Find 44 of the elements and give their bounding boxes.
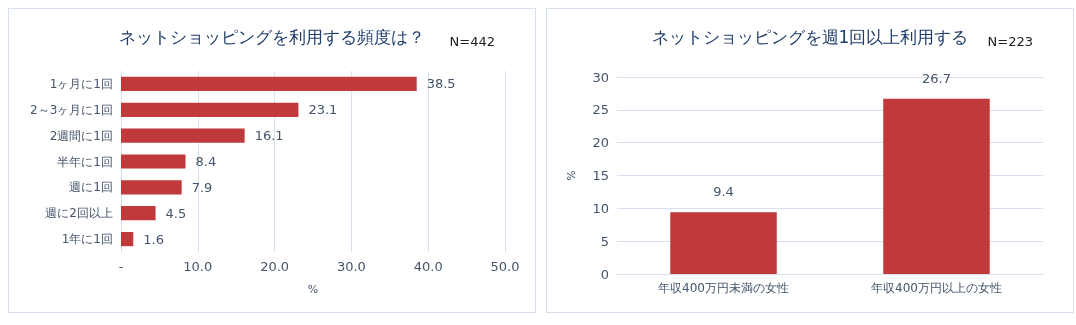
- y-tick-label: 2週間に1回: [49, 128, 113, 143]
- x-tick-label: 50.0: [490, 259, 520, 274]
- text: N=442: [449, 34, 496, 49]
- bar: [121, 128, 245, 143]
- y-tick-label: 半年に1回: [57, 154, 113, 169]
- y-tick-label: 週に2回以上: [45, 206, 113, 221]
- y-axis-title: %: [565, 170, 578, 181]
- chart-title: ネットショッピングを利用する頻度は？: [119, 26, 425, 47]
- data-label: 9.4: [713, 184, 734, 200]
- data-label: 8.4: [195, 154, 217, 169]
- y-tick-label: 週に1回: [69, 180, 113, 195]
- data-label: 16.1: [254, 128, 284, 144]
- x-tick-label: 年収400万円未満の女性: [658, 281, 789, 295]
- x-axis-title: %: [307, 283, 319, 296]
- data-label: 7.9: [191, 179, 213, 195]
- y-tick-label: 1ヶ月に1回: [49, 76, 113, 91]
- chart-title: ネットショッピングを週1回以上利用する: [651, 26, 969, 47]
- y-tick-label: 2～3ヶ月に1回: [30, 102, 113, 117]
- x-tick-label: 年収400万円以上の女性: [871, 281, 1002, 295]
- bar: [121, 206, 156, 221]
- bar: [121, 76, 417, 92]
- bar: [121, 102, 299, 117]
- y-tick-label: 5: [600, 233, 609, 249]
- data-label: 26.7: [922, 70, 951, 86]
- x-tick-label: -: [118, 259, 124, 274]
- y-tick-label: 20: [592, 135, 609, 151]
- x-tick-label: 10.0: [183, 259, 213, 274]
- y-tick-label: 30: [592, 69, 609, 85]
- text: N=223: [987, 34, 1034, 49]
- y-tick-label: 10: [592, 200, 609, 216]
- data-label: 23.1: [308, 102, 338, 118]
- y-tick-label: 25: [592, 102, 609, 118]
- x-tick-label: 40.0: [413, 259, 443, 274]
- y-tick-label: 1年に1回: [61, 232, 113, 247]
- y-tick-label: 15: [592, 168, 609, 183]
- x-tick-label: 20.0: [260, 259, 290, 274]
- bar: [121, 180, 182, 195]
- bar: [121, 231, 134, 247]
- y-tick-label: 0: [600, 266, 609, 282]
- bar: [121, 154, 186, 169]
- data-label: 38.5: [426, 76, 456, 92]
- data-label: 4.5: [165, 205, 187, 221]
- data-label: 1.6: [143, 231, 164, 247]
- x-tick-label: 30.0: [336, 259, 366, 274]
